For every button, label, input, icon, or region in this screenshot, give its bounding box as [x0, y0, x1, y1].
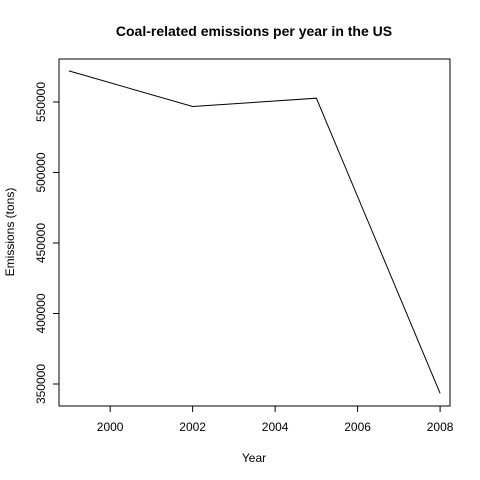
x-tick-label: 2004 [262, 420, 289, 434]
y-tick-label: 400000 [34, 293, 48, 333]
y-tick-label: 500000 [34, 152, 48, 192]
y-tick-label: 350000 [34, 364, 48, 404]
y-axis-label: Emissions (tons) [3, 188, 17, 277]
x-axis-label: Year [242, 451, 266, 465]
x-tick-label: 2006 [344, 420, 371, 434]
series-line [68, 70, 441, 394]
x-tick-label: 2002 [179, 420, 206, 434]
x-axis: 2000 2002 2004 2006 2008 [97, 406, 454, 434]
y-tick-label: 550000 [34, 82, 48, 122]
x-tick-label: 2008 [427, 420, 454, 434]
x-tick-label: 2000 [97, 420, 124, 434]
plot-frame [58, 58, 451, 407]
y-tick-label: 450000 [34, 223, 48, 263]
chart-title: Coal-related emissions per year in the U… [116, 23, 392, 39]
y-axis: 350000 400000 450000 500000 550000 [34, 82, 59, 404]
